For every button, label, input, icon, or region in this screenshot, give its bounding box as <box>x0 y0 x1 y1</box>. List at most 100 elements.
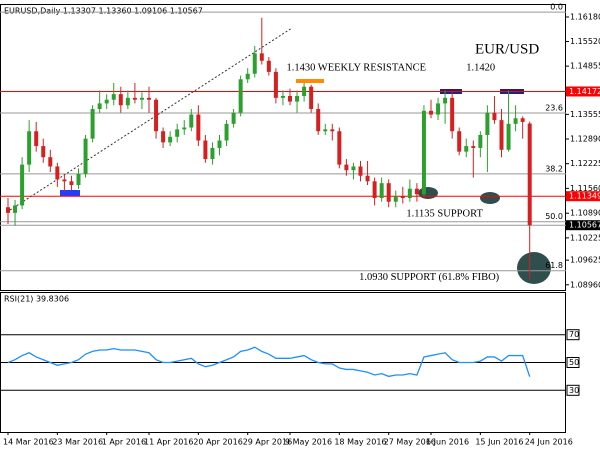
annotation: 1.0930 SUPPORT (61.8% FIBO) <box>359 272 500 283</box>
candle-body <box>125 97 130 106</box>
y-tick-label: 1.09625 <box>570 256 600 265</box>
x-tick-label: 20 Apr 2016 <box>193 438 242 447</box>
y-tick-label: 1.08960 <box>570 280 600 289</box>
candle-body <box>506 123 511 150</box>
candle-body <box>393 196 398 202</box>
candle-body <box>492 112 497 121</box>
candle-body <box>231 112 236 124</box>
candle-body <box>429 110 433 115</box>
candle-body <box>365 175 370 182</box>
candle-body <box>168 136 173 143</box>
annotation: 1.1420 <box>466 63 495 74</box>
rsi-tick-label: 70 <box>569 330 579 339</box>
candle-body <box>351 166 356 171</box>
level-label: 1.14172 <box>569 87 600 96</box>
candle-body <box>344 164 349 171</box>
fibo-label: 0.0 <box>550 3 563 12</box>
candle-body <box>132 97 137 100</box>
candle-body <box>161 131 166 143</box>
candle-body <box>41 146 46 158</box>
candle-body <box>104 99 109 104</box>
x-tick-label: 14 Mar 2016 <box>3 438 54 447</box>
candle-body <box>280 95 285 98</box>
candle-body <box>245 73 250 80</box>
candle-body <box>302 86 307 96</box>
candle-body <box>337 131 342 165</box>
x-tick-label: 1 Apr 2016 <box>102 438 146 447</box>
candle-body <box>485 112 490 135</box>
chart-title: EUR/USD <box>475 41 539 57</box>
candle-body <box>372 181 377 199</box>
x-tick-label: 24 Jun 2016 <box>525 438 573 447</box>
candle-body <box>62 179 67 182</box>
y-tick-label: 1.16180 <box>570 12 600 21</box>
candle-body <box>69 181 74 186</box>
candle-body <box>259 53 264 61</box>
fibo-label: 61.8 <box>545 261 563 270</box>
rsi-tick-label: 50 <box>569 358 579 367</box>
y-tick-label: 1.12890 <box>570 135 600 144</box>
candle-body <box>414 188 419 195</box>
trend-line <box>9 27 293 211</box>
candle-body <box>147 97 151 100</box>
y-tick-label: 1.15520 <box>570 37 600 46</box>
candle-body <box>450 97 455 132</box>
candle-body <box>196 114 201 141</box>
x-tick-label: 27 May 2016 <box>384 438 436 447</box>
candle-body <box>139 97 144 100</box>
support-highlight <box>418 187 438 199</box>
resistance-marker <box>296 79 324 83</box>
candle-body <box>527 123 532 226</box>
candle-body <box>48 157 53 167</box>
level-tag <box>566 86 600 97</box>
candle-body <box>76 173 81 186</box>
candle-body <box>6 207 10 213</box>
x-tick-label: 9 May 2016 <box>285 438 332 447</box>
y-tick-label: 1.10225 <box>570 233 600 242</box>
candle-body <box>471 146 476 148</box>
candle-body <box>224 123 229 141</box>
rsi-tick-label: 30 <box>569 386 579 395</box>
candle-body <box>499 120 504 150</box>
level-label: 1.11349 <box>569 192 600 201</box>
candle-body <box>111 94 116 100</box>
candle-body <box>13 205 18 213</box>
fibo-label: 38.2 <box>545 164 563 173</box>
candle-body <box>189 114 194 128</box>
candle-body <box>90 108 95 139</box>
y-tick-label: 1.13555 <box>570 110 600 119</box>
candle-body <box>379 183 384 199</box>
candle-body <box>203 140 208 160</box>
candle-body <box>464 146 469 152</box>
support-highlight <box>480 192 500 204</box>
candle-body <box>520 118 525 122</box>
candle-body <box>273 71 278 98</box>
candle-body <box>478 134 483 148</box>
rsi-label: RSI(21) 39.8306 <box>4 295 69 304</box>
candle-body <box>407 188 412 199</box>
x-tick-label: 6 Jun 2016 <box>426 438 469 447</box>
support-highlight <box>517 252 551 284</box>
candle-body <box>386 183 391 202</box>
y-tick-label: 1.10890 <box>570 209 600 218</box>
candle-body <box>330 129 335 132</box>
annotation: 1.1135 SUPPORT <box>406 208 483 219</box>
candle-body <box>252 53 257 74</box>
candle-body <box>309 86 314 109</box>
candle-body <box>118 94 123 106</box>
candle-body <box>323 129 328 132</box>
y-tick-label: 1.11560 <box>570 184 600 193</box>
candle-body <box>175 129 180 137</box>
candle-body <box>436 103 441 115</box>
candle-body <box>513 118 518 124</box>
main-panel <box>0 4 566 291</box>
rsi-tag <box>566 384 580 396</box>
candle-body <box>83 138 88 174</box>
x-tick-label: 11 Apr 2016 <box>144 438 193 447</box>
candle-body <box>443 97 448 104</box>
y-tick-label: 1.12225 <box>570 159 600 168</box>
support-marker <box>60 190 80 196</box>
level-tag <box>566 220 600 231</box>
candle-body <box>288 95 292 102</box>
